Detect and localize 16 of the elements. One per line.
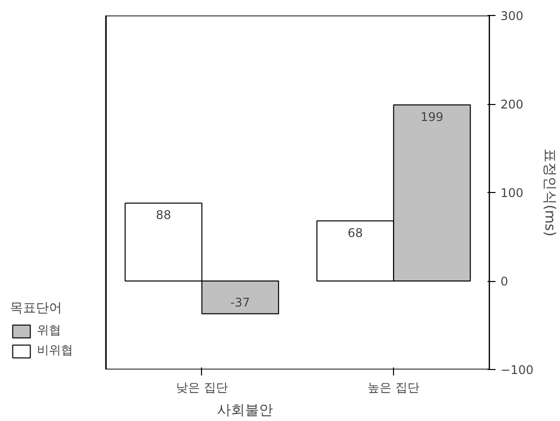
y-tick-label: 300 — [500, 9, 524, 23]
x-tick-label: 높은 집단 — [368, 380, 420, 394]
x-tick-label: 낮은 집단 — [176, 380, 228, 394]
y-tick-label: 200 — [500, 98, 524, 112]
data-label: 199 — [420, 110, 444, 124]
x-axis-title: 사회불안 — [217, 402, 273, 418]
y-tick-label: −100 — [500, 363, 534, 377]
legend-label: 비위협 — [37, 342, 73, 359]
y-tick-label: 100 — [500, 186, 524, 200]
data-label: 88 — [156, 208, 172, 222]
data-label: -37 — [230, 296, 250, 310]
data-label: 68 — [348, 226, 363, 240]
legend-label: 위협 — [37, 322, 61, 339]
legend-title: 목표단어 — [10, 300, 63, 317]
y-axis-title: 표정인식(ms) — [541, 148, 558, 236]
y-tick-label: 0 — [500, 274, 508, 288]
